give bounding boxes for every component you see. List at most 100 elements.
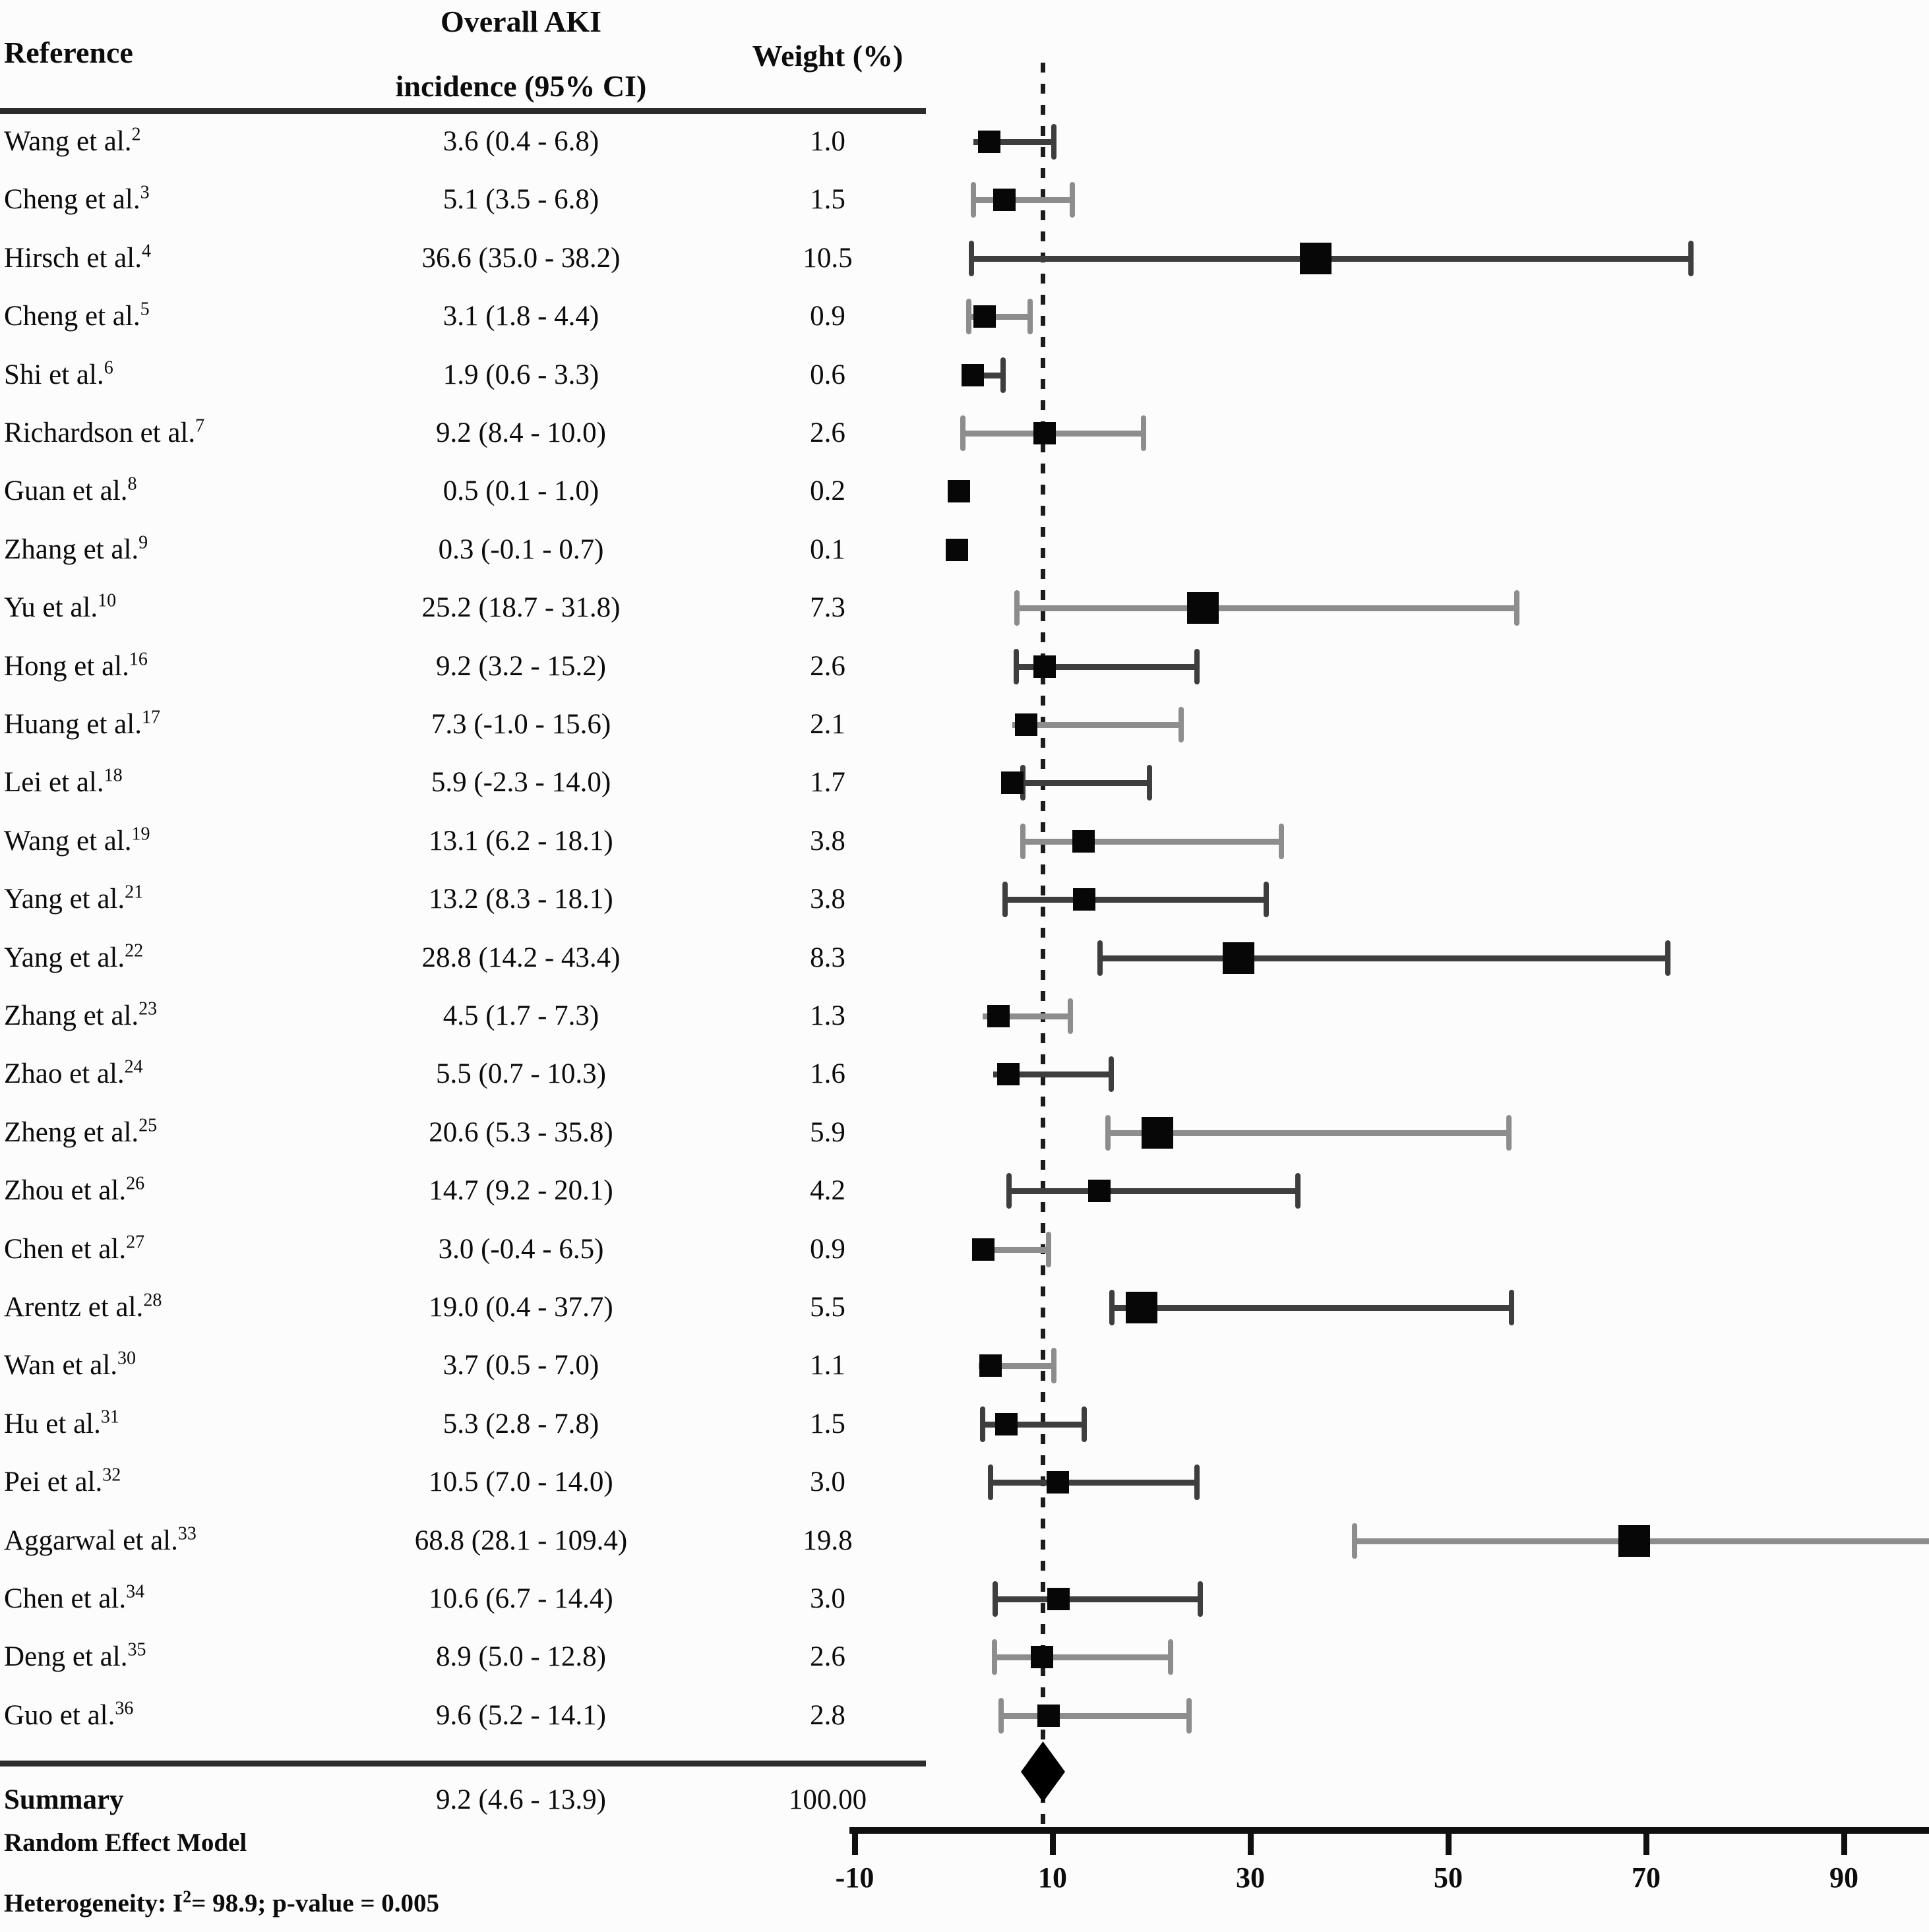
ci-cap-right [1141,415,1146,451]
ci-whisker [1017,605,1517,612]
table-row-weight: 7.3 [810,592,845,624]
point-estimate-marker [1618,1524,1650,1557]
table-row-reference: Guo et al.36 [4,1698,134,1731]
ci-cap-right [1665,940,1670,976]
table-row-incidence: 3.6 (0.4 - 6.8) [443,126,599,157]
ci-cap-right [1186,1697,1192,1734]
x-axis-tick-label: 70 [1632,1861,1661,1894]
ci-whisker [982,1013,1070,1019]
table-row-weight: 1.7 [810,767,845,799]
point-estimate-marker [978,131,1000,153]
ci-cap-left [1351,1523,1357,1559]
table-row-reference: Wang et al.19 [4,824,150,857]
point-estimate-marker [1223,942,1254,974]
table-row-weight: 2.8 [810,1699,845,1731]
ci-whisker [993,1072,1111,1078]
ci-cap-left [991,1639,997,1675]
point-estimate-marker [1014,713,1037,736]
ci-whisker [1012,722,1181,728]
x-axis-tick-label: 10 [1038,1861,1067,1894]
table-row-reference: Hu et al.31 [4,1406,119,1439]
table-row-reference: Yang et al.21 [4,882,144,915]
table-row-reference: Zhang et al.9 [4,532,148,565]
ci-cap-right [1194,1464,1200,1501]
ci-whisker [1100,955,1668,961]
point-estimate-marker [972,1238,995,1261]
table-row-weight: 1.6 [810,1058,845,1090]
ci-whisker [1001,1712,1189,1719]
table-row-reference: Cheng et al.3 [4,183,150,216]
point-estimate-marker [1126,1292,1157,1323]
point-estimate-marker [1087,1180,1111,1203]
point-estimate-marker [1047,1588,1070,1610]
table-row-weight: 3.0 [810,1466,845,1498]
ci-whisker [990,1480,1197,1486]
ci-cap-right [1068,998,1073,1034]
table-row-weight: 2.6 [810,650,845,682]
table-row-incidence: 9.6 (5.2 - 14.1) [436,1699,606,1731]
table-row-weight: 0.1 [810,533,845,565]
x-axis-tick [1446,1827,1452,1855]
table-row-incidence: 20.6 (5.3 - 35.8) [429,1116,613,1148]
ci-cap-right [1514,590,1519,626]
table-row-reference: Deng et al.35 [4,1640,146,1673]
table-row-incidence: 14.7 (9.2 - 20.1) [429,1175,613,1207]
table-row-incidence: 0.5 (0.1 - 1.0) [443,475,599,507]
summary-row-weight: 100.00 [788,1784,867,1815]
point-estimate-marker [973,305,996,328]
point-estimate-marker [1073,888,1095,911]
table-row-reference: Yu et al.10 [4,590,117,624]
table-row-reference: Zheng et al.25 [4,1115,158,1148]
ci-cap-left [1013,648,1019,684]
ci-cap-left [971,182,976,218]
table-row-incidence: 3.0 (-0.4 - 6.5) [438,1233,604,1265]
ci-cap-right [1688,240,1694,276]
ci-whisker [1023,838,1281,845]
ci-cap-right [1167,1639,1173,1675]
x-axis-tick [1248,1827,1254,1855]
table-row-reference: Pei et al.32 [4,1464,121,1498]
table-row-weight: 2.6 [810,417,845,448]
ci-whisker [994,1654,1171,1661]
x-axis-tick-label: 90 [1829,1861,1858,1894]
ci-whisker [1009,1188,1298,1195]
column-header-incidence-line2: incidence (95% CI) [395,69,647,103]
table-row-reference: Shi et al.6 [4,357,113,390]
ci-cap-left [1006,1173,1012,1209]
ci-cap-left [965,299,971,335]
table-row-weight: 8.3 [810,942,845,973]
table-row-incidence: 3.7 (0.5 - 7.0) [443,1350,599,1381]
point-estimate-marker [947,480,970,503]
heterogeneity-label: Heterogeneity: I2= 98.9; p-value = 0.005 [4,1887,440,1918]
ci-cap-right [1264,882,1269,918]
ci-cap-right [1179,707,1184,742]
table-row-incidence: 5.1 (3.5 - 6.8) [443,184,599,216]
ci-cap-left [987,1464,993,1501]
table-row-reference: Zhang et al.23 [4,998,158,1031]
point-estimate-marker [995,1412,1018,1435]
table-row-incidence: 36.6 (35.0 - 38.2) [421,242,621,274]
ci-whisker [1005,897,1266,903]
ci-cap-right [1046,1231,1051,1267]
table-row-weight: 0.2 [810,475,845,507]
table-row-incidence: 1.9 (0.6 - 3.3) [443,359,599,390]
table-row-weight: 2.6 [810,1641,845,1673]
ci-whisker [1023,780,1149,787]
ci-cap-left [1097,940,1103,976]
table-row-reference: Yang et al.22 [4,940,144,973]
ci-whisker [995,1596,1200,1602]
table-row-incidence: 5.9 (-2.3 - 14.0) [431,767,611,799]
reference-dotted-line [1041,63,1045,1827]
table-row-weight: 1.5 [810,1408,845,1439]
point-estimate-marker [1000,771,1024,795]
table-row-incidence: 9.2 (8.4 - 10.0) [436,417,606,448]
summary-diamond [1021,1741,1065,1802]
ci-cap-left [993,1581,998,1617]
table-row-reference: Arentz et al.28 [4,1290,162,1323]
summary-row-label: Summary [4,1784,124,1815]
table-row-reference: Richardson et al.7 [4,415,205,448]
x-axis-tick [1643,1827,1649,1855]
ci-cap-left [1105,1114,1111,1151]
x-axis-tick [1050,1827,1056,1855]
table-row-weight: 3.8 [810,825,845,857]
